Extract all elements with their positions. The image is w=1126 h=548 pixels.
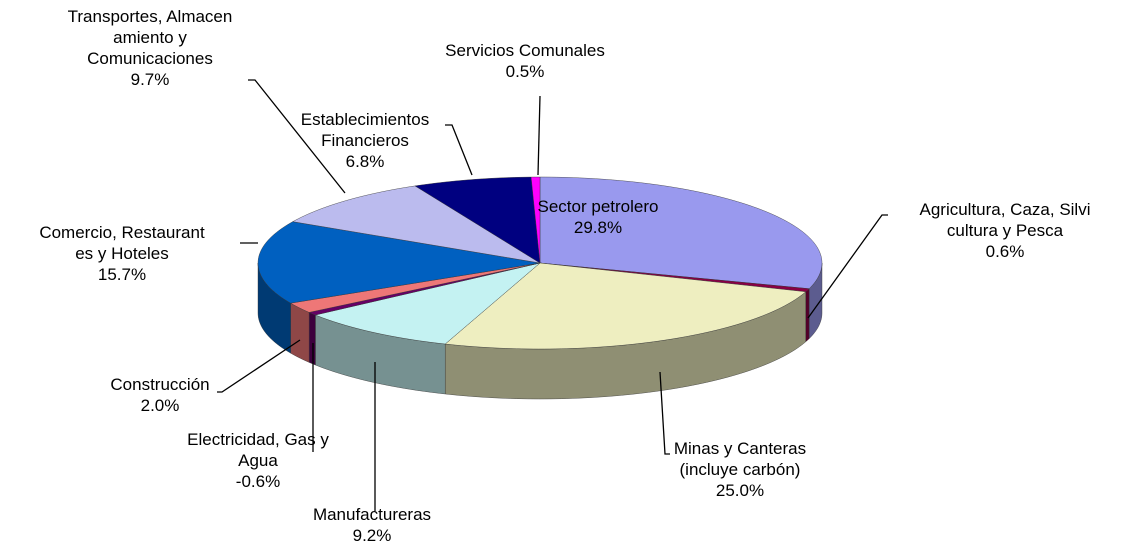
value-label: 0.6% (986, 242, 1025, 261)
slice-label: Construcción (110, 375, 209, 394)
slice (292, 185, 541, 264)
slice-label: Transportes, Almacen amiento y Comunicacio… (68, 7, 233, 68)
value-label: 0.5% (506, 62, 545, 81)
slice (444, 262, 807, 350)
slice-side (805, 288, 810, 343)
slice-label: Manufactureras (313, 505, 431, 524)
slice (290, 262, 541, 313)
slice-side (290, 302, 310, 363)
slice-label: Establecimientos Financieros (301, 110, 430, 150)
slice (539, 176, 823, 289)
leader-line (807, 214, 888, 319)
value-label: 2.0% (141, 396, 180, 415)
leader-line (659, 371, 670, 455)
value-label: 29.8% (574, 218, 622, 237)
value-label: -0.6% (236, 472, 280, 491)
leader-line (445, 124, 473, 176)
slice (314, 262, 541, 345)
value-label: 15.7% (98, 265, 146, 284)
value-label: 9.2% (353, 526, 392, 545)
value-label: 9.7% (131, 70, 170, 89)
slice-label: Comercio, Restaurant es y Hoteles (39, 223, 205, 263)
slice-label: Minas y Canteras (incluye carbón) (674, 439, 806, 479)
leader-line (248, 79, 346, 194)
leader-line (217, 339, 301, 393)
value-label: 25.0% (716, 481, 764, 500)
slice-label: Agricultura, Caza, Silvi cultura y Pesca (919, 200, 1090, 240)
slice (530, 176, 541, 264)
slice (414, 176, 541, 264)
leader-line (537, 95, 541, 176)
slice-label: Sector petrolero (538, 197, 659, 216)
slice-label: Electricidad, Gas y Agua (187, 430, 329, 470)
slice-label: Servicios Comunales (445, 41, 605, 60)
value-label: 6.8% (346, 152, 385, 171)
slice (257, 221, 541, 304)
slice-side (308, 312, 316, 366)
